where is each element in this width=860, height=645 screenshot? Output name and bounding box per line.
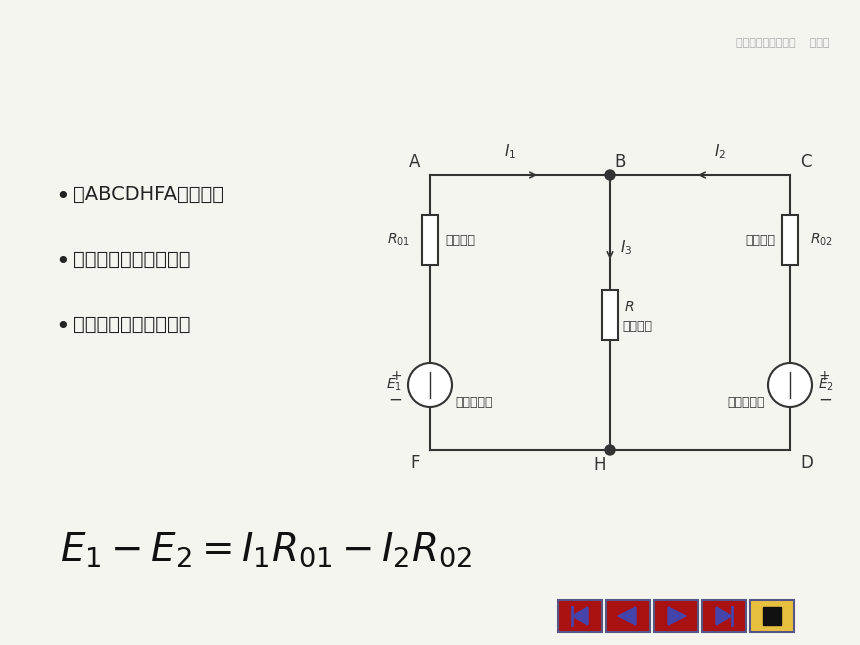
Text: •: • [55, 185, 70, 209]
Circle shape [605, 170, 615, 180]
Text: F: F [410, 454, 420, 472]
Text: +: + [818, 369, 830, 383]
Text: $R_{02}$: $R_{02}$ [810, 232, 833, 248]
Text: （内阻）: （内阻） [745, 233, 775, 246]
FancyBboxPatch shape [606, 600, 650, 632]
Text: 以ABCDHFA回路列方: 以ABCDHFA回路列方 [73, 185, 224, 204]
Polygon shape [668, 607, 686, 625]
Text: −: − [818, 391, 832, 409]
Polygon shape [716, 607, 732, 625]
Text: $I_3$: $I_3$ [620, 239, 632, 257]
FancyBboxPatch shape [702, 600, 746, 632]
Polygon shape [618, 607, 636, 625]
Text: $E_1 - E_2 = I_1R_{01} - I_2R_{02}$: $E_1 - E_2 = I_1R_{01} - I_2R_{02}$ [60, 530, 472, 569]
Text: $R_{01}$: $R_{01}$ [387, 232, 410, 248]
Text: （发电机）: （发电机） [455, 397, 493, 410]
Text: +: + [390, 369, 402, 383]
Text: 程，选定顺时针方向绕: 程，选定顺时针方向绕 [73, 250, 191, 269]
Bar [763, 607, 781, 625]
Text: $E_1$: $E_1$ [386, 377, 402, 393]
Bar [782, 215, 798, 265]
Text: 行，列出电压方程式为: 行，列出电压方程式为 [73, 315, 191, 334]
Text: A: A [408, 153, 420, 171]
Text: D: D [800, 454, 813, 472]
FancyBboxPatch shape [654, 600, 698, 632]
Text: 电工技术基础与技能    第三章: 电工技术基础与技能 第三章 [736, 38, 830, 48]
Text: $I_2$: $I_2$ [714, 143, 726, 161]
Bar [422, 215, 438, 265]
Text: B: B [614, 153, 625, 171]
FancyBboxPatch shape [750, 600, 794, 632]
Circle shape [768, 363, 812, 407]
Bar [602, 290, 618, 340]
Text: （内阻）: （内阻） [445, 233, 475, 246]
Text: −: − [388, 391, 402, 409]
Text: $R$: $R$ [624, 300, 635, 314]
Text: $E_2$: $E_2$ [818, 377, 834, 393]
Polygon shape [572, 607, 588, 625]
FancyBboxPatch shape [558, 600, 602, 632]
Text: （蓄电池）: （蓄电池） [728, 397, 765, 410]
Circle shape [408, 363, 452, 407]
Text: （车灯）: （车灯） [622, 321, 652, 333]
Text: •: • [55, 315, 70, 339]
Text: •: • [55, 250, 70, 274]
Text: H: H [593, 456, 606, 474]
Text: C: C [800, 153, 812, 171]
Circle shape [605, 445, 615, 455]
Text: $I_1$: $I_1$ [504, 143, 516, 161]
